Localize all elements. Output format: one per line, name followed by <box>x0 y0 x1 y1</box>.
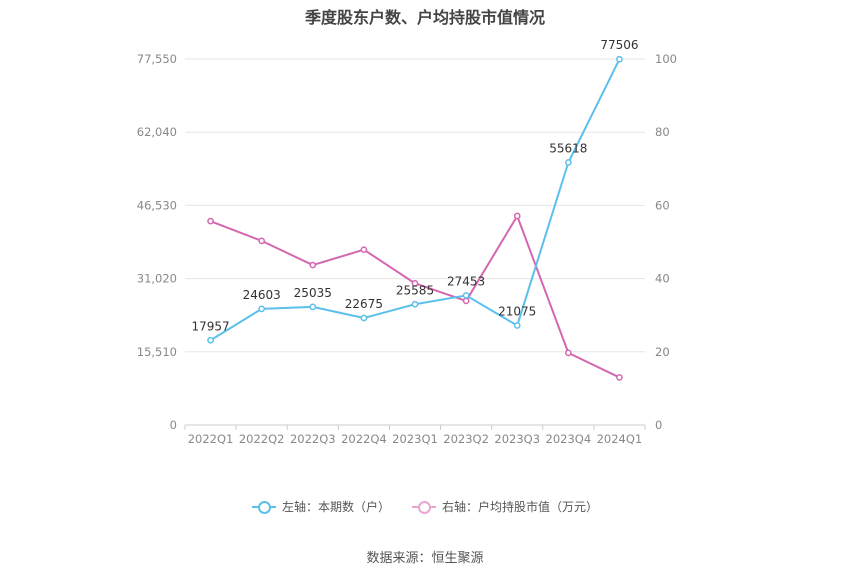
data-label: 25585 <box>396 283 434 297</box>
right-axis-tick: 20 <box>655 345 670 359</box>
left-axis-tick: 15,510 <box>137 345 177 359</box>
left-axis-tick: 77,550 <box>137 52 177 66</box>
left-axis-tick: 62,040 <box>137 125 177 139</box>
data-point-right <box>360 246 368 254</box>
x-axis-tick: 2023Q1 <box>392 432 438 446</box>
left-axis-tick: 0 <box>170 418 177 432</box>
data-point-right <box>258 237 266 245</box>
right-axis-tick: 100 <box>655 52 677 66</box>
legend-label-left-series: 左轴：本期数（户） <box>281 500 390 514</box>
data-point-left <box>616 55 623 63</box>
x-axis-tick: 2022Q1 <box>188 432 234 446</box>
data-point-left <box>411 300 419 308</box>
data-point-right <box>564 349 572 357</box>
right-axis-tick: 80 <box>655 125 670 139</box>
data-point-right <box>411 280 419 287</box>
x-axis-tick: 2023Q3 <box>494 432 540 446</box>
data-point-left <box>462 292 470 299</box>
data-point-left <box>258 305 266 313</box>
x-axis-tick: 2023Q2 <box>443 432 489 446</box>
data-point-left <box>309 303 317 311</box>
legend-item-right-series[interactable]: 右轴：户均持股市值（万元） <box>412 498 598 515</box>
data-label: 55618 <box>549 142 587 156</box>
legend-marker-pink <box>412 500 436 514</box>
data-point-left <box>564 159 572 166</box>
data-point-right <box>207 217 214 225</box>
data-label: 22675 <box>345 297 383 311</box>
chart-legend: 左轴：本期数（户） 右轴：户均持股市值（万元） <box>0 498 850 515</box>
legend-marker-blue <box>251 500 276 514</box>
right-axis-tick: 60 <box>655 198 670 212</box>
chart-title: 季度股东户数、户均持股市值情况 <box>304 8 545 27</box>
data-point-left <box>513 322 521 329</box>
x-axis-tick: 2022Q2 <box>239 432 285 446</box>
data-label: 25035 <box>294 286 332 300</box>
right-axis-tick: 0 <box>655 418 662 432</box>
right-axis-tick: 40 <box>655 272 670 286</box>
data-point-right <box>513 212 521 220</box>
data-label: 21075 <box>498 305 536 319</box>
left-axis-tick: 46,530 <box>137 198 177 212</box>
chart-canvas: 0 15,510 31,020 46,530 62,040 77,550 0 20 40 60 80… <box>137 38 677 446</box>
x-axis-tick: 2023Q4 <box>546 432 592 446</box>
data-point-left <box>360 314 368 322</box>
x-axis-tick: 2024Q1 <box>597 432 643 446</box>
data-point-right <box>616 374 623 381</box>
data-label: 27453 <box>447 274 485 288</box>
data-point-left <box>207 336 214 344</box>
data-label: 77506 <box>600 38 638 52</box>
data-label: 17957 <box>191 319 229 333</box>
left-axis-tick: 31,020 <box>137 272 177 286</box>
x-axis-tick: 2022Q4 <box>341 432 387 446</box>
legend-item-left-series[interactable]: 左轴：本期数（户） <box>251 498 390 515</box>
legend-label-right-series: 右轴：户均持股市值（万元） <box>442 500 599 514</box>
data-point-right <box>309 261 317 269</box>
data-source-note: 数据来源：恒生聚源 <box>366 551 484 566</box>
data-point-right <box>462 297 470 305</box>
data-label: 24603 <box>243 288 281 302</box>
x-axis-tick: 2022Q3 <box>290 432 336 446</box>
